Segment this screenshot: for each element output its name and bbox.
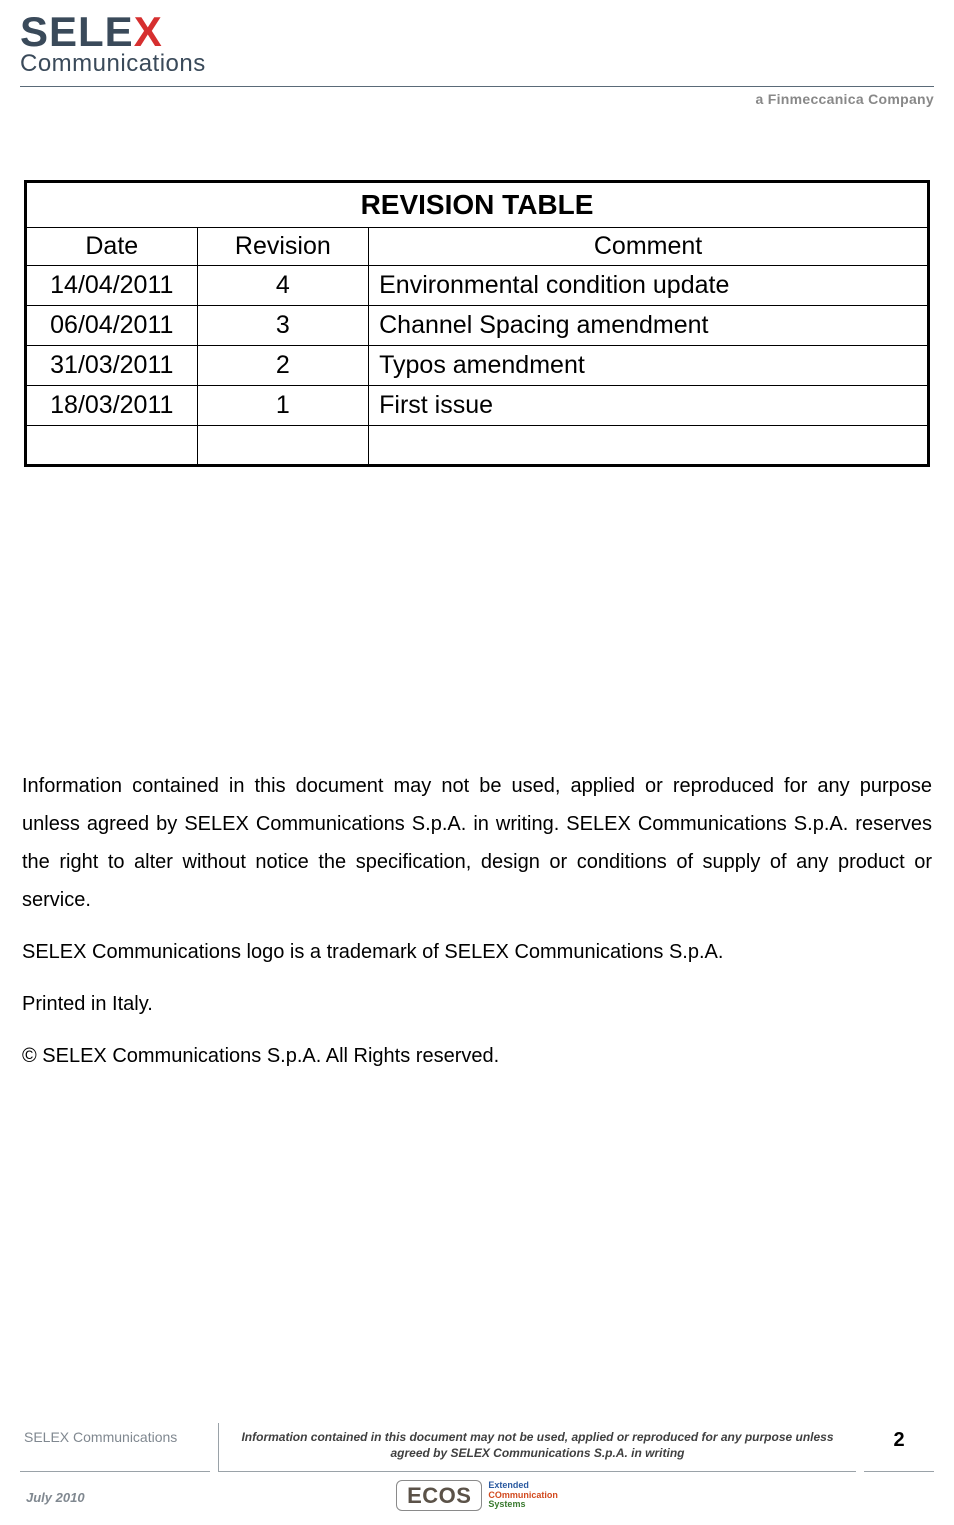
printed-paragraph: Printed in Italy. bbox=[22, 985, 932, 1023]
copyright-paragraph: © SELEX Communications S.p.A. All Rights… bbox=[22, 1037, 932, 1075]
cell-date bbox=[26, 426, 198, 466]
footer-grid: SELEX Communications Information contain… bbox=[20, 1423, 934, 1472]
body-text: Information contained in this document m… bbox=[20, 767, 934, 1075]
cell-rev bbox=[197, 426, 369, 466]
table-row bbox=[26, 426, 929, 466]
company-tagline: a Finmeccanica Company bbox=[20, 91, 934, 107]
ecos-tagline: Extended COmmunication Systems bbox=[488, 1481, 558, 1509]
logo-wordmark: SELEX bbox=[20, 12, 934, 52]
revision-table-title: REVISION TABLE bbox=[26, 182, 929, 228]
cell-date: 14/04/2011 bbox=[26, 266, 198, 306]
cell-comment: Typos amendment bbox=[369, 346, 929, 386]
document-page: SELEX Communications a Finmeccanica Comp… bbox=[0, 0, 954, 1525]
trademark-paragraph: SELEX Communications logo is a trademark… bbox=[22, 933, 932, 971]
company-logo: SELEX Communications bbox=[20, 10, 934, 78]
header-divider bbox=[20, 86, 934, 87]
revision-table-header-row: Date Revision Comment bbox=[26, 228, 929, 266]
col-revision: Revision bbox=[197, 228, 369, 266]
footer-page-number: 2 bbox=[864, 1423, 934, 1472]
page-header: SELEX Communications a Finmeccanica Comp… bbox=[20, 10, 934, 120]
footer-company: SELEX Communications bbox=[20, 1423, 210, 1472]
cell-rev: 2 bbox=[197, 346, 369, 386]
cell-rev: 3 bbox=[197, 306, 369, 346]
logo-text-accent: X bbox=[134, 8, 163, 55]
table-row: 14/04/2011 4 Environmental condition upd… bbox=[26, 266, 929, 306]
footer-logo-row: ECOS Extended COmmunication Systems bbox=[20, 1476, 934, 1511]
footer-disclaimer: Information contained in this document m… bbox=[218, 1423, 856, 1472]
col-comment: Comment bbox=[369, 228, 929, 266]
cell-rev: 1 bbox=[197, 386, 369, 426]
table-row: 31/03/2011 2 Typos amendment bbox=[26, 346, 929, 386]
table-row: 06/04/2011 3 Channel Spacing amendment bbox=[26, 306, 929, 346]
cell-date: 06/04/2011 bbox=[26, 306, 198, 346]
ecos-box: ECOS bbox=[396, 1480, 482, 1511]
logo-subtext: Communications bbox=[20, 50, 934, 78]
revision-table: REVISION TABLE Date Revision Comment 14/… bbox=[24, 180, 930, 467]
cell-comment: Environmental condition update bbox=[369, 266, 929, 306]
page-footer: SELEX Communications Information contain… bbox=[20, 1423, 934, 1505]
cell-comment: Channel Spacing amendment bbox=[369, 306, 929, 346]
ecos-logo: ECOS Extended COmmunication Systems bbox=[396, 1480, 558, 1511]
cell-date: 18/03/2011 bbox=[26, 386, 198, 426]
disclaimer-paragraph: Information contained in this document m… bbox=[22, 767, 932, 919]
cell-rev: 4 bbox=[197, 266, 369, 306]
cell-comment: First issue bbox=[369, 386, 929, 426]
col-date: Date bbox=[26, 228, 198, 266]
table-row: 18/03/2011 1 First issue bbox=[26, 386, 929, 426]
cell-comment bbox=[369, 426, 929, 466]
logo-text-base: SELE bbox=[20, 8, 134, 55]
ecos-line3: Systems bbox=[488, 1500, 558, 1509]
revision-table-container: REVISION TABLE Date Revision Comment 14/… bbox=[20, 180, 934, 467]
cell-date: 31/03/2011 bbox=[26, 346, 198, 386]
